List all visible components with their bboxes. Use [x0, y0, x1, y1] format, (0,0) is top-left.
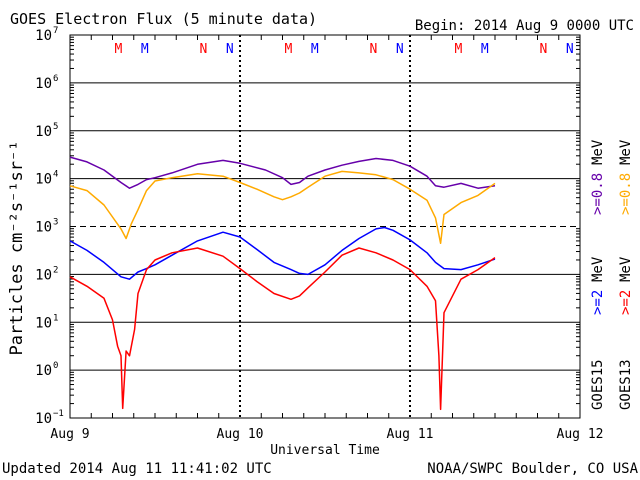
mn-marker-label: M	[115, 42, 123, 57]
chart-begin-time: Begin: 2014 Aug 9 0000 UTC	[415, 18, 634, 34]
mn-marker-label: N	[396, 42, 404, 57]
y-tick-label: 10	[35, 28, 52, 44]
legend-goes15-low-energy: >=2	[590, 290, 606, 315]
credit-text: NOAA/SWPC Boulder, CO USA	[427, 461, 638, 477]
series-line-goes15-ge0-8-mev	[69, 156, 496, 189]
y-tick-label: 10	[35, 315, 52, 331]
mn-marker-label: M	[141, 42, 149, 57]
y-tick-exponent: 3	[53, 218, 58, 228]
x-tick-label: Aug 12	[557, 427, 604, 442]
y-tick-exponent: 4	[53, 170, 58, 180]
series-lines	[69, 156, 496, 411]
mn-marker-label: M	[311, 42, 319, 57]
legend-goes13-high-unit: MeV	[618, 139, 634, 165]
y-tick-label: 10	[35, 411, 52, 427]
mn-marker-label: N	[540, 42, 548, 57]
y-tick-exponent: 1	[53, 313, 58, 323]
y-tick-label: 10	[35, 124, 52, 140]
legend-goes13-high-energy: >=0.8	[618, 173, 634, 215]
series-line-goes13-ge0-8-mev	[69, 170, 496, 245]
y-tick-label: 10	[35, 267, 52, 283]
y-tick-exponent: 0	[53, 361, 58, 371]
x-tick-label: Aug 11	[387, 427, 434, 442]
chart-title: GOES Electron Flux (5 minute data)	[10, 10, 317, 28]
y-tick-exponent: 7	[53, 26, 58, 36]
mn-marker-label: N	[370, 42, 378, 57]
legend-goes13-low-unit: MeV	[618, 256, 634, 282]
mn-marker-label: N	[200, 42, 208, 57]
legend-goes13-low-energy: >=2	[618, 290, 634, 315]
mn-marker-label: N	[566, 42, 574, 57]
legend-goes15-high-unit: MeV	[590, 139, 606, 165]
x-tick-label: Aug 9	[50, 427, 89, 442]
y-tick-exponent: 5	[53, 122, 58, 132]
y-tick-label: 10	[35, 220, 52, 236]
y-tick-label: 10	[35, 363, 52, 379]
x-tick-labels: Aug 9 Aug 10 Aug 11 Aug 12	[50, 427, 603, 442]
series-line-goes13-ge2-mev	[69, 247, 496, 411]
mn-marker-label: N	[226, 42, 234, 57]
y-axis-label: Particles cm⁻²s⁻¹sr⁻¹	[7, 141, 27, 356]
y-tick-exponent: −1	[53, 409, 64, 419]
legend: GOES15 >=2 MeV >=0.8 MeV GOES13 >=2 MeV …	[590, 139, 634, 410]
mn-marker-label: M	[285, 42, 293, 57]
x-axis-label: Universal Time	[270, 443, 380, 458]
y-tick-label: 10	[35, 76, 52, 92]
grid-lines	[70, 35, 580, 418]
mn-marker-label: M	[455, 42, 463, 57]
legend-goes15-high-energy: >=0.8	[590, 173, 606, 215]
x-tick-label: Aug 10	[217, 427, 264, 442]
legend-goes13-label: GOES13	[618, 359, 634, 410]
legend-goes15-low-unit: MeV	[590, 256, 606, 282]
legend-goes15-label: GOES15	[590, 359, 606, 410]
y-tick-exponent: 6	[53, 74, 58, 84]
series-line-goes15-ge2-mev	[69, 226, 496, 280]
updated-timestamp: Updated 2014 Aug 11 11:41:02 UTC	[2, 461, 272, 477]
y-tick-exponent: 2	[53, 265, 58, 275]
mn-marker-label: M	[481, 42, 489, 57]
y-tick-label: 10	[35, 172, 52, 188]
